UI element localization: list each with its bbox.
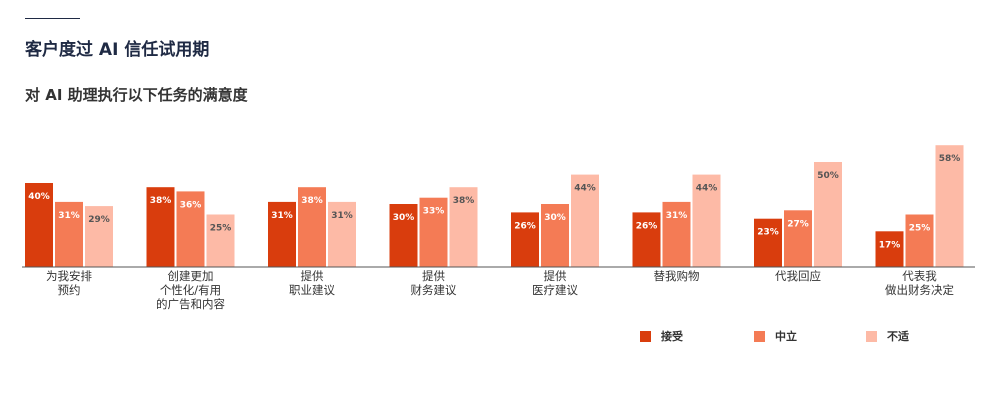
data-label: 31% (271, 211, 293, 221)
bar-neutral (541, 204, 569, 267)
legend-label-neutral: 中立 (775, 330, 797, 343)
legend-swatch-accept (640, 330, 651, 342)
data-label: 30% (393, 213, 415, 223)
bar-uncomfortable (935, 145, 964, 267)
category-label: 提供 (422, 269, 445, 283)
chart-legend: 接受 中立 不适 (0, 328, 1000, 348)
bar-uncomfortable (571, 174, 599, 267)
data-label: 25% (210, 224, 232, 234)
category-label: 创建更加 (168, 269, 214, 283)
bar-accept (146, 187, 175, 267)
bar-accept (511, 212, 539, 267)
data-label: 31% (331, 211, 353, 221)
bar-neutral (905, 214, 934, 267)
bar-uncomfortable (449, 187, 478, 267)
bar-neutral (784, 210, 812, 267)
category-label: 财务建议 (411, 283, 457, 297)
data-label: 23% (757, 228, 779, 238)
bar-group: 23% 27% 50% 代我回应 (754, 162, 842, 283)
data-label: 30% (544, 213, 566, 223)
category-label: 预约 (58, 283, 81, 297)
category-label: 的广告和内容 (156, 297, 225, 311)
category-label: 职业建议 (289, 283, 335, 297)
bar-accept (268, 201, 296, 267)
data-label: 33% (423, 207, 445, 217)
data-label: 27% (787, 219, 809, 229)
legend-label-accept: 接受 (661, 330, 683, 343)
data-label: 38% (150, 196, 172, 206)
bar-uncomfortable (692, 174, 721, 267)
bar-uncomfortable (206, 214, 235, 267)
bar-uncomfortable (328, 201, 356, 267)
category-label: 替我购物 (654, 269, 700, 283)
data-label: 50% (817, 171, 839, 181)
data-label: 29% (88, 215, 110, 225)
bar-neutral (176, 191, 205, 267)
category-label: 医疗建议 (532, 283, 578, 297)
bar-accept (632, 212, 661, 267)
bar-accept (875, 231, 904, 267)
category-label: 为我安排 (46, 269, 92, 283)
bar-group: 26% 31% 44% 替我购物 (632, 174, 721, 283)
data-label: 38% (301, 196, 323, 206)
data-label: 36% (180, 200, 202, 210)
bar-accept (25, 183, 53, 267)
data-label: 26% (514, 221, 536, 231)
category-label: 代表我 (902, 269, 937, 283)
data-label: 38% (453, 196, 475, 206)
bar-neutral (662, 201, 691, 267)
legend-label-uncomfortable: 不适 (887, 330, 909, 343)
category-label: 提供 (301, 269, 324, 283)
data-label: 58% (939, 154, 961, 164)
bar-neutral (419, 197, 448, 267)
data-label: 31% (58, 211, 80, 221)
chart-subtitle: 对 AI 助理执行以下任务的满意度 (25, 86, 248, 104)
legend-item-uncomfortable: 不适 (866, 328, 909, 344)
bar-accept (389, 204, 418, 267)
legend-swatch-neutral (754, 330, 765, 342)
bar-uncomfortable (814, 162, 842, 267)
category-label: 做出财务决定 (885, 283, 954, 297)
bar-accept (754, 218, 782, 267)
data-label: 44% (696, 184, 718, 194)
data-label: 44% (574, 184, 596, 194)
data-label: 40% (28, 192, 50, 202)
legend-item-neutral: 中立 (754, 328, 797, 344)
bar-neutral (55, 201, 83, 267)
data-label: 25% (909, 224, 931, 234)
chart-title: 客户度过 AI 信任试用期 (25, 40, 210, 60)
category-label: 提供 (544, 269, 567, 283)
category-label: 个性化/有用 (160, 283, 221, 297)
bar-uncomfortable (85, 206, 113, 267)
category-label: 代我回应 (775, 269, 821, 283)
bar-neutral (298, 187, 326, 267)
data-label: 31% (666, 211, 688, 221)
data-label: 26% (636, 221, 658, 231)
legend-item-accept: 接受 (640, 328, 683, 344)
data-label: 17% (879, 240, 901, 250)
title-accent-line (25, 18, 80, 19)
legend-swatch-uncomfortable (866, 330, 877, 342)
